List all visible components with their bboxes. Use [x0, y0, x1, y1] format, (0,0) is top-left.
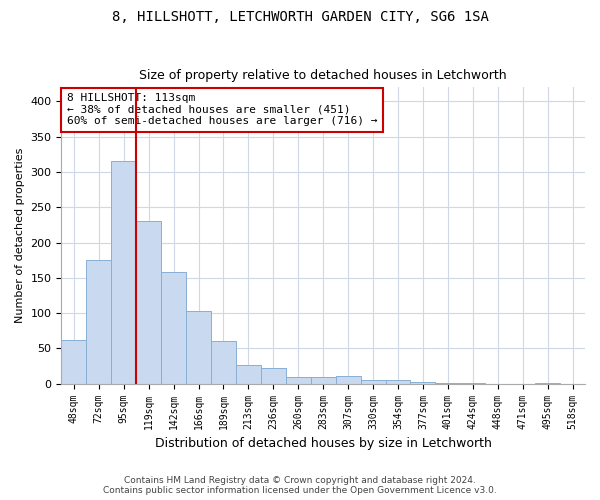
- Text: 8 HILLSHOTT: 113sqm
← 38% of detached houses are smaller (451)
60% of semi-detac: 8 HILLSHOTT: 113sqm ← 38% of detached ho…: [67, 94, 377, 126]
- Bar: [236, 364, 261, 384]
- Bar: [161, 272, 186, 384]
- Bar: [211, 342, 236, 384]
- Bar: [111, 162, 136, 384]
- Text: Contains HM Land Registry data © Crown copyright and database right 2024.
Contai: Contains HM Land Registry data © Crown c…: [103, 476, 497, 495]
- Bar: [186, 311, 211, 384]
- Text: 8, HILLSHOTT, LETCHWORTH GARDEN CITY, SG6 1SA: 8, HILLSHOTT, LETCHWORTH GARDEN CITY, SG…: [112, 10, 488, 24]
- Bar: [535, 383, 560, 384]
- Bar: [410, 382, 436, 384]
- Bar: [136, 222, 161, 384]
- Bar: [86, 260, 111, 384]
- Bar: [436, 383, 460, 384]
- Bar: [311, 376, 335, 384]
- Bar: [460, 383, 485, 384]
- Title: Size of property relative to detached houses in Letchworth: Size of property relative to detached ho…: [139, 69, 507, 82]
- Bar: [261, 368, 286, 384]
- Bar: [361, 380, 386, 384]
- X-axis label: Distribution of detached houses by size in Letchworth: Distribution of detached houses by size …: [155, 437, 491, 450]
- Bar: [386, 380, 410, 384]
- Bar: [286, 376, 311, 384]
- Bar: [61, 340, 86, 384]
- Y-axis label: Number of detached properties: Number of detached properties: [15, 148, 25, 323]
- Bar: [335, 376, 361, 384]
